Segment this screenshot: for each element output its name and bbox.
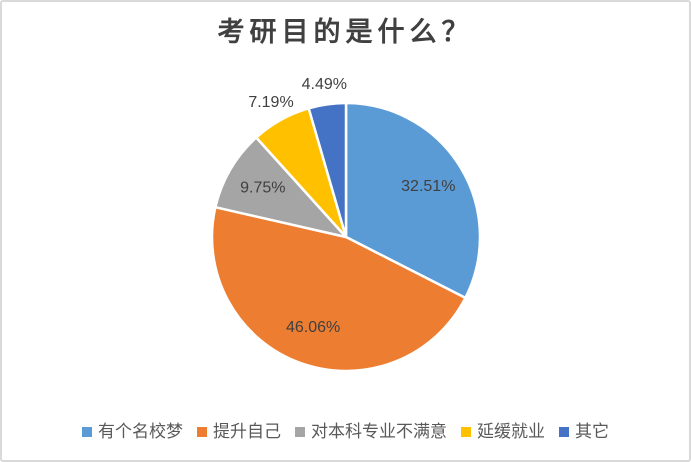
legend-swatch-icon xyxy=(295,426,305,437)
legend-item-2[interactable]: 提升自己 xyxy=(197,423,281,440)
data-label-3: 9.75% xyxy=(240,180,285,197)
legend-item-1[interactable]: 有个名校梦 xyxy=(82,423,183,440)
legend-item-4[interactable]: 延缓就业 xyxy=(461,423,545,440)
data-label-5: 4.49% xyxy=(302,76,347,93)
data-label-2: 46.06% xyxy=(286,319,340,336)
legend-label: 其它 xyxy=(575,422,609,441)
pie-slice-1[interactable] xyxy=(344,101,482,300)
legend-swatch-icon xyxy=(197,426,207,437)
legend-label: 延缓就业 xyxy=(477,422,545,441)
legend-swatch-icon xyxy=(559,426,569,437)
legend-label: 有个名校梦 xyxy=(98,422,183,441)
data-label-1: 32.51% xyxy=(401,178,455,195)
pie-slice-5[interactable] xyxy=(307,101,348,239)
legend-label: 提升自己 xyxy=(213,422,281,441)
chart-title: 考研目的是什么？ xyxy=(217,17,474,47)
pie-slice-3[interactable] xyxy=(214,136,348,239)
legend-swatch-icon xyxy=(461,426,471,437)
legend: 有个名校梦 提升自己 对本科专业不满意 延缓就业 其它 xyxy=(2,423,689,440)
data-label-4: 7.19% xyxy=(248,94,293,111)
legend-label: 对本科专业不满意 xyxy=(311,422,447,441)
legend-item-5[interactable]: 其它 xyxy=(559,423,609,440)
pie-slice-2[interactable] xyxy=(210,205,467,373)
legend-swatch-icon xyxy=(82,426,92,437)
legend-item-3[interactable]: 对本科专业不满意 xyxy=(295,423,447,440)
